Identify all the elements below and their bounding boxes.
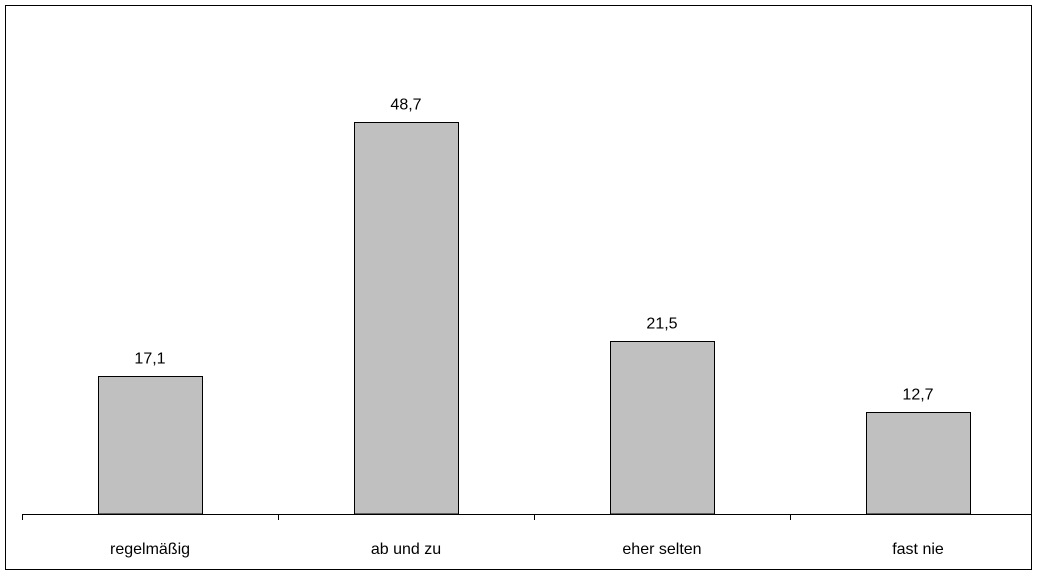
x-tick-label: regelmäßig [110, 541, 190, 558]
x-tick-label: ab und zu [371, 541, 441, 558]
data-label: 12,7 [902, 387, 933, 404]
x-tick-label: fast nie [892, 541, 944, 558]
bar-1 [98, 376, 203, 515]
bars-layer [98, 122, 971, 515]
bar-2 [354, 122, 459, 515]
data-label: 21,5 [646, 316, 677, 333]
data-label: 48,7 [390, 97, 421, 114]
data-label: 17,1 [134, 351, 165, 368]
bar-4 [866, 412, 971, 515]
bar-3 [610, 341, 715, 515]
x-tick-label: eher selten [622, 541, 701, 558]
x-axis [22, 514, 1032, 520]
labels-layer: 17,1 regelmäßig 48,7 ab und zu 21,5 eher selt… [110, 97, 944, 559]
